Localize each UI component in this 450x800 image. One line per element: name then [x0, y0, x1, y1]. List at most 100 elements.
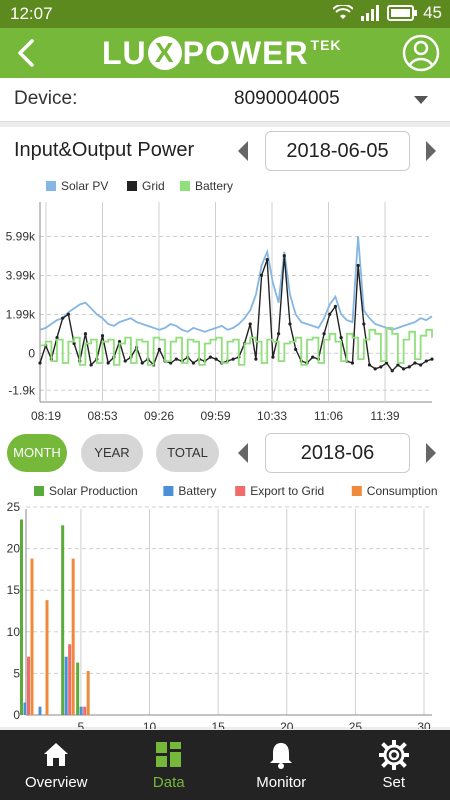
prev-date-icon[interactable] — [238, 141, 248, 161]
y-tick-label: -1.9k — [8, 383, 36, 397]
bar-solar-production — [61, 525, 65, 715]
x-tick-label: 25 — [349, 720, 363, 729]
x-tick-label: 08:53 — [87, 409, 117, 423]
back-icon[interactable] — [12, 36, 42, 70]
y-tick-label: 5.99k — [6, 229, 36, 243]
bar-battery — [79, 706, 83, 715]
nav-data[interactable]: Data — [113, 730, 226, 800]
grid-point — [271, 355, 275, 359]
tab-total[interactable]: TOTAL — [156, 434, 219, 472]
grid-point — [356, 263, 360, 268]
user-icon[interactable] — [402, 34, 440, 72]
legend-swatch — [351, 486, 362, 496]
grid-point — [265, 258, 269, 262]
bottom-nav: Overview Data Monitor Set — [0, 730, 450, 800]
energy-date-picker[interactable]: 2018-06 — [265, 433, 410, 473]
grid-point — [117, 339, 122, 344]
energy-bar-chart: Solar Production Battery Export to Grid Con… — [7, 484, 438, 729]
grid-point — [61, 316, 65, 320]
grid-point — [379, 365, 383, 369]
grid-point — [430, 357, 434, 361]
io-power-chart: Solar PV Grid Battery 5.99k 3.99k 1.99k 0 -1.9k… — [6, 179, 434, 423]
x-tick-label: 11:39 — [370, 409, 399, 423]
x-tick-label: 30 — [417, 720, 431, 729]
grid-point — [254, 357, 258, 361]
bar-solar-production — [20, 519, 23, 715]
grid-point — [339, 336, 343, 340]
grid-point — [350, 361, 355, 365]
legend-label: Solar PV — [61, 179, 108, 193]
grid-point — [106, 361, 110, 365]
wifi-icon — [333, 5, 354, 19]
prev-month-icon[interactable] — [238, 443, 248, 463]
grid-point — [322, 332, 326, 336]
device-value[interactable]: 8090004005 — [234, 88, 340, 109]
tab-month[interactable]: MONTH — [7, 434, 67, 472]
legend-swatch — [127, 181, 137, 191]
grid-point — [424, 359, 428, 363]
legend-label: Battery — [195, 179, 233, 193]
bar-consumption — [45, 600, 49, 715]
grid-point — [294, 347, 298, 351]
grid-point — [214, 357, 218, 361]
grid-point — [83, 332, 88, 336]
next-month-icon[interactable] — [426, 443, 436, 463]
grid-point — [367, 363, 372, 367]
bar-battery — [23, 702, 27, 715]
nav-overview[interactable]: Overview — [0, 730, 113, 800]
grid-point — [169, 361, 173, 365]
grid-point — [288, 322, 292, 326]
grid-point — [191, 361, 195, 365]
grid-point — [407, 365, 411, 369]
legend-label: Solar Production — [49, 484, 138, 498]
grid-point — [259, 273, 264, 277]
grid-point — [72, 341, 76, 346]
legend-swatch — [34, 486, 44, 496]
grid-point — [231, 357, 235, 361]
chevron-down-icon[interactable] — [414, 96, 428, 104]
io-date-picker[interactable]: 2018-06-05 — [265, 131, 410, 171]
nav-set-label: Set — [382, 774, 405, 791]
grid-point — [157, 347, 161, 351]
x-tick-label: 15 — [211, 720, 225, 729]
y-tick-label: 3.99k — [6, 268, 36, 282]
series-line-grid — [39, 255, 433, 372]
grid-point — [66, 312, 71, 316]
status-icons: 45 — [333, 3, 442, 23]
io-power-title: Input&Output Power — [14, 139, 195, 161]
y-tick-label: 1.99k — [6, 307, 36, 321]
next-date-icon[interactable] — [426, 141, 436, 161]
x-tick-label: 5 — [78, 720, 85, 729]
bar-export-to-grid — [83, 706, 87, 715]
grid-icon — [155, 742, 181, 767]
grid-point — [100, 334, 105, 338]
grid-point — [282, 254, 286, 258]
y-tick-label: 5 — [13, 666, 20, 680]
grid-point — [390, 369, 394, 373]
bar-consumption — [30, 558, 34, 715]
signal-icon — [361, 5, 380, 21]
legend-label: Grid — [142, 179, 165, 193]
grid-point — [248, 322, 252, 326]
gear-icon — [378, 740, 409, 770]
grid-point — [362, 322, 366, 326]
grid-point — [413, 361, 417, 365]
grid-point — [174, 357, 178, 361]
tab-year[interactable]: YEAR — [81, 434, 143, 472]
y-tick-label: 20 — [7, 542, 21, 556]
nav-monitor[interactable]: Monitor — [225, 730, 338, 800]
y-tick-label: 0 — [28, 346, 35, 360]
y-tick-label: 25 — [7, 500, 21, 514]
nav-set[interactable]: Set — [338, 730, 450, 800]
device-label: Device: — [14, 88, 78, 109]
legend-label: Export to Grid — [250, 484, 324, 498]
device-selector[interactable]: Device: 8090004005 — [0, 78, 450, 122]
x-tick-label: 09:26 — [144, 409, 174, 423]
x-tick-label: 10 — [143, 720, 157, 729]
bar-export-to-grid — [27, 656, 30, 715]
legend-swatch — [46, 181, 56, 191]
battery-icon — [387, 5, 418, 21]
bar-solar-production — [76, 662, 80, 715]
grid-point — [55, 336, 59, 340]
bar-consumption — [86, 670, 90, 715]
